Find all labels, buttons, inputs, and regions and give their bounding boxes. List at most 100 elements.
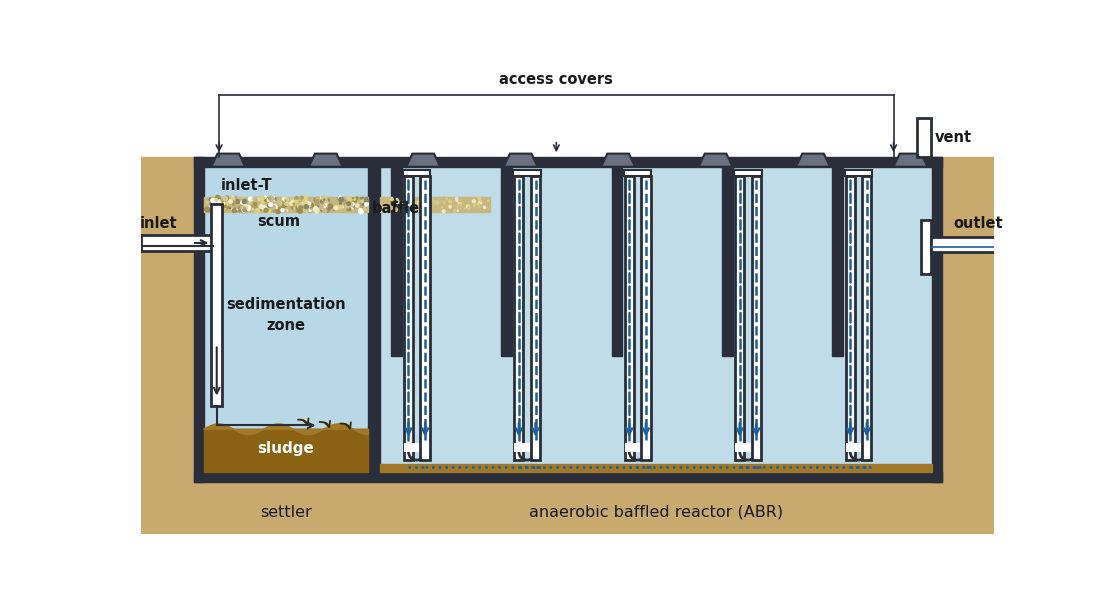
- Circle shape: [353, 199, 357, 202]
- Circle shape: [267, 199, 270, 202]
- Circle shape: [443, 198, 444, 199]
- Circle shape: [365, 197, 368, 200]
- Circle shape: [317, 205, 318, 206]
- Bar: [932, 237, 998, 252]
- Text: access covers: access covers: [500, 73, 613, 88]
- Circle shape: [322, 196, 327, 201]
- Circle shape: [295, 200, 298, 203]
- Circle shape: [253, 205, 254, 206]
- Circle shape: [337, 207, 338, 208]
- Bar: [380, 197, 491, 212]
- Circle shape: [234, 209, 235, 211]
- Circle shape: [478, 207, 481, 211]
- Polygon shape: [504, 154, 537, 167]
- Circle shape: [304, 205, 308, 209]
- Circle shape: [482, 199, 483, 200]
- Bar: [391, 167, 401, 356]
- Circle shape: [205, 207, 209, 212]
- Circle shape: [297, 203, 301, 208]
- Circle shape: [206, 202, 208, 203]
- Circle shape: [233, 197, 235, 200]
- Circle shape: [228, 197, 230, 199]
- Circle shape: [468, 208, 470, 209]
- Circle shape: [246, 206, 250, 211]
- Circle shape: [229, 208, 230, 209]
- Circle shape: [224, 202, 225, 204]
- Circle shape: [442, 210, 445, 212]
- Circle shape: [309, 205, 310, 207]
- Circle shape: [419, 200, 421, 203]
- Bar: [380, 167, 932, 472]
- Circle shape: [255, 208, 259, 213]
- Bar: [642, 176, 650, 460]
- Bar: [403, 443, 430, 452]
- Circle shape: [222, 200, 225, 203]
- Bar: [722, 167, 732, 356]
- Bar: [531, 176, 540, 460]
- Circle shape: [391, 198, 393, 200]
- Bar: [142, 157, 194, 534]
- Circle shape: [233, 209, 236, 212]
- Circle shape: [215, 201, 219, 206]
- Bar: [142, 235, 213, 251]
- Circle shape: [284, 210, 286, 212]
- Bar: [369, 167, 380, 472]
- Circle shape: [261, 201, 264, 204]
- Circle shape: [361, 201, 362, 202]
- Circle shape: [296, 208, 300, 212]
- Circle shape: [223, 196, 227, 201]
- Circle shape: [480, 205, 482, 207]
- Circle shape: [362, 201, 366, 205]
- Polygon shape: [797, 154, 830, 167]
- Circle shape: [427, 202, 429, 204]
- Circle shape: [320, 200, 324, 203]
- Polygon shape: [602, 154, 635, 167]
- Bar: [420, 176, 430, 460]
- Circle shape: [479, 205, 480, 207]
- Bar: [845, 443, 871, 452]
- Circle shape: [466, 205, 470, 208]
- Circle shape: [290, 209, 293, 212]
- Circle shape: [245, 210, 247, 212]
- Circle shape: [285, 203, 288, 205]
- Circle shape: [209, 198, 212, 200]
- Circle shape: [223, 199, 224, 200]
- Circle shape: [359, 209, 363, 214]
- Circle shape: [267, 203, 271, 208]
- Circle shape: [461, 203, 462, 204]
- Circle shape: [425, 204, 428, 206]
- Circle shape: [402, 201, 406, 204]
- Circle shape: [362, 209, 365, 211]
- Circle shape: [297, 205, 300, 208]
- Circle shape: [217, 203, 219, 205]
- Polygon shape: [204, 424, 369, 434]
- Circle shape: [455, 197, 458, 200]
- Circle shape: [269, 203, 273, 206]
- Circle shape: [224, 202, 227, 206]
- Circle shape: [458, 205, 461, 209]
- Text: sludge: sludge: [257, 440, 315, 455]
- Text: outlet: outlet: [954, 217, 1003, 232]
- Circle shape: [222, 203, 226, 208]
- Bar: [194, 157, 942, 167]
- Circle shape: [223, 203, 226, 206]
- Bar: [862, 176, 871, 460]
- Circle shape: [453, 209, 456, 212]
- Circle shape: [345, 199, 346, 201]
- Circle shape: [206, 208, 211, 212]
- Circle shape: [290, 198, 295, 202]
- Bar: [942, 157, 995, 534]
- Circle shape: [295, 206, 298, 210]
- Circle shape: [365, 203, 368, 206]
- Circle shape: [233, 210, 235, 212]
- Circle shape: [343, 197, 346, 199]
- Circle shape: [259, 196, 264, 200]
- Bar: [822, 464, 932, 472]
- Circle shape: [418, 209, 420, 211]
- Circle shape: [278, 207, 280, 209]
- Circle shape: [439, 207, 441, 209]
- Circle shape: [458, 205, 462, 209]
- Circle shape: [400, 210, 401, 211]
- Circle shape: [430, 198, 433, 201]
- Circle shape: [332, 208, 336, 211]
